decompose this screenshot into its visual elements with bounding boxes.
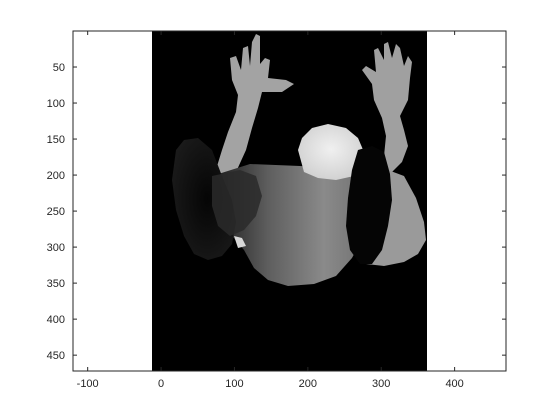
x-tick-label: -100	[77, 378, 99, 390]
x-tick-label: 100	[225, 378, 243, 390]
y-tick-label: 150	[47, 134, 65, 146]
y-tick-label: 350	[47, 278, 65, 290]
y-tick-label: 300	[47, 242, 65, 254]
y-tick-label: 400	[47, 314, 65, 326]
x-tick-label: 0	[158, 378, 164, 390]
depth-image	[152, 31, 427, 371]
x-tick-label: 200	[299, 378, 317, 390]
y-tick-label: 250	[47, 206, 65, 218]
y-tick-label: 50	[53, 62, 65, 74]
x-tick-label: 300	[372, 378, 390, 390]
y-tick-label: 200	[47, 170, 65, 182]
y-tick-label: 450	[47, 350, 65, 362]
y-tick-label: 100	[47, 98, 65, 110]
x-tick-label: 400	[445, 378, 463, 390]
